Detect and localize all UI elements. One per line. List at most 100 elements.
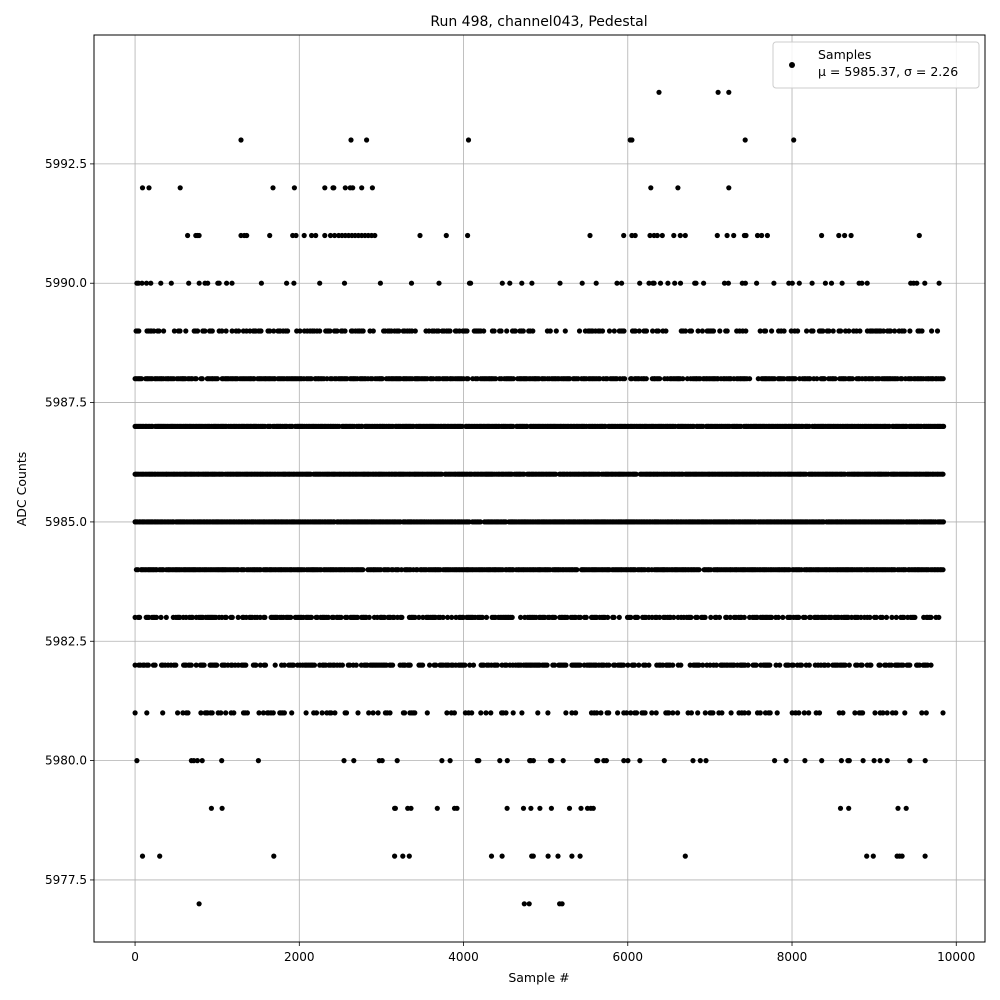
- data-point: [663, 328, 669, 334]
- data-point: [396, 328, 402, 334]
- data-point: [868, 662, 874, 668]
- data-point: [191, 758, 197, 764]
- data-point: [893, 710, 899, 716]
- data-point: [309, 232, 315, 239]
- data-point: [637, 280, 643, 286]
- data-point: [791, 137, 797, 143]
- data-point: [772, 376, 778, 382]
- data-point: [743, 232, 749, 239]
- data-point: [702, 710, 708, 716]
- data-point: [574, 567, 580, 573]
- data-point: [828, 280, 835, 286]
- data-point: [435, 328, 442, 334]
- data-point: [919, 710, 925, 716]
- data-point: [518, 614, 524, 621]
- data-point: [563, 662, 569, 668]
- data-point: [857, 328, 863, 334]
- data-point: [372, 232, 378, 239]
- data-point: [802, 758, 808, 764]
- data-point: [699, 328, 706, 334]
- data-point: [470, 662, 477, 668]
- data-point: [209, 710, 215, 716]
- data-point: [173, 662, 179, 668]
- data-point: [370, 710, 376, 716]
- data-point: [777, 662, 783, 668]
- data-point: [351, 758, 357, 764]
- data-point: [860, 710, 866, 716]
- data-point: [682, 853, 688, 859]
- data-point: [700, 662, 706, 668]
- data-point: [262, 662, 269, 668]
- data-point: [822, 280, 829, 286]
- data-point: [427, 662, 433, 668]
- data-point: [688, 614, 694, 621]
- data-point: [417, 232, 423, 239]
- data-point: [859, 662, 865, 668]
- data-point: [544, 662, 550, 668]
- data-point: [780, 614, 786, 621]
- x-tick-label: 6000: [613, 950, 644, 964]
- data-point: [193, 376, 199, 382]
- data-point: [481, 328, 487, 334]
- data-point: [724, 232, 730, 239]
- data-point: [830, 328, 836, 334]
- data-point: [360, 567, 366, 573]
- data-point: [193, 662, 199, 668]
- data-point: [258, 328, 264, 334]
- data-point: [341, 280, 348, 286]
- data-point: [548, 805, 555, 811]
- data-point: [650, 328, 656, 334]
- data-point: [219, 328, 225, 334]
- data-point: [134, 758, 140, 764]
- data-point: [719, 710, 725, 716]
- data-point: [832, 376, 838, 382]
- data-point: [621, 758, 627, 764]
- data-point: [552, 614, 558, 621]
- data-point: [567, 376, 573, 382]
- y-axis-label: ADC Counts: [14, 452, 29, 527]
- data-point: [651, 280, 657, 286]
- data-point: [494, 662, 500, 668]
- data-point: [846, 662, 852, 668]
- data-point: [138, 376, 145, 382]
- data-point: [342, 328, 348, 334]
- data-point: [774, 710, 780, 716]
- data-point: [219, 805, 225, 811]
- data-point: [842, 232, 848, 239]
- data-point: [555, 853, 561, 859]
- data-point: [433, 662, 439, 668]
- data-point: [198, 710, 204, 716]
- data-point: [646, 280, 652, 286]
- data-point: [846, 328, 852, 334]
- data-point: [478, 710, 484, 716]
- data-point: [657, 280, 664, 286]
- data-point: [741, 614, 747, 621]
- legend-label: Samples: [818, 47, 871, 62]
- data-point: [231, 710, 237, 716]
- data-point: [724, 328, 730, 334]
- data-point: [747, 376, 753, 382]
- data-point: [839, 280, 845, 286]
- data-point: [209, 328, 215, 334]
- data-point: [303, 710, 309, 716]
- data-point: [467, 662, 473, 668]
- data-point: [867, 614, 873, 621]
- data-point: [224, 280, 230, 286]
- data-point: [884, 758, 890, 764]
- data-point: [293, 232, 299, 239]
- data-point: [519, 710, 525, 716]
- data-point: [311, 662, 318, 668]
- data-point: [152, 662, 158, 668]
- data-point: [338, 614, 344, 621]
- data-point: [255, 758, 261, 764]
- data-point: [139, 280, 145, 286]
- data-point: [243, 662, 249, 668]
- data-point: [790, 662, 796, 668]
- data-point: [530, 758, 537, 764]
- data-point: [716, 614, 723, 621]
- data-point: [783, 758, 789, 764]
- data-point: [195, 328, 201, 334]
- data-point: [872, 710, 878, 716]
